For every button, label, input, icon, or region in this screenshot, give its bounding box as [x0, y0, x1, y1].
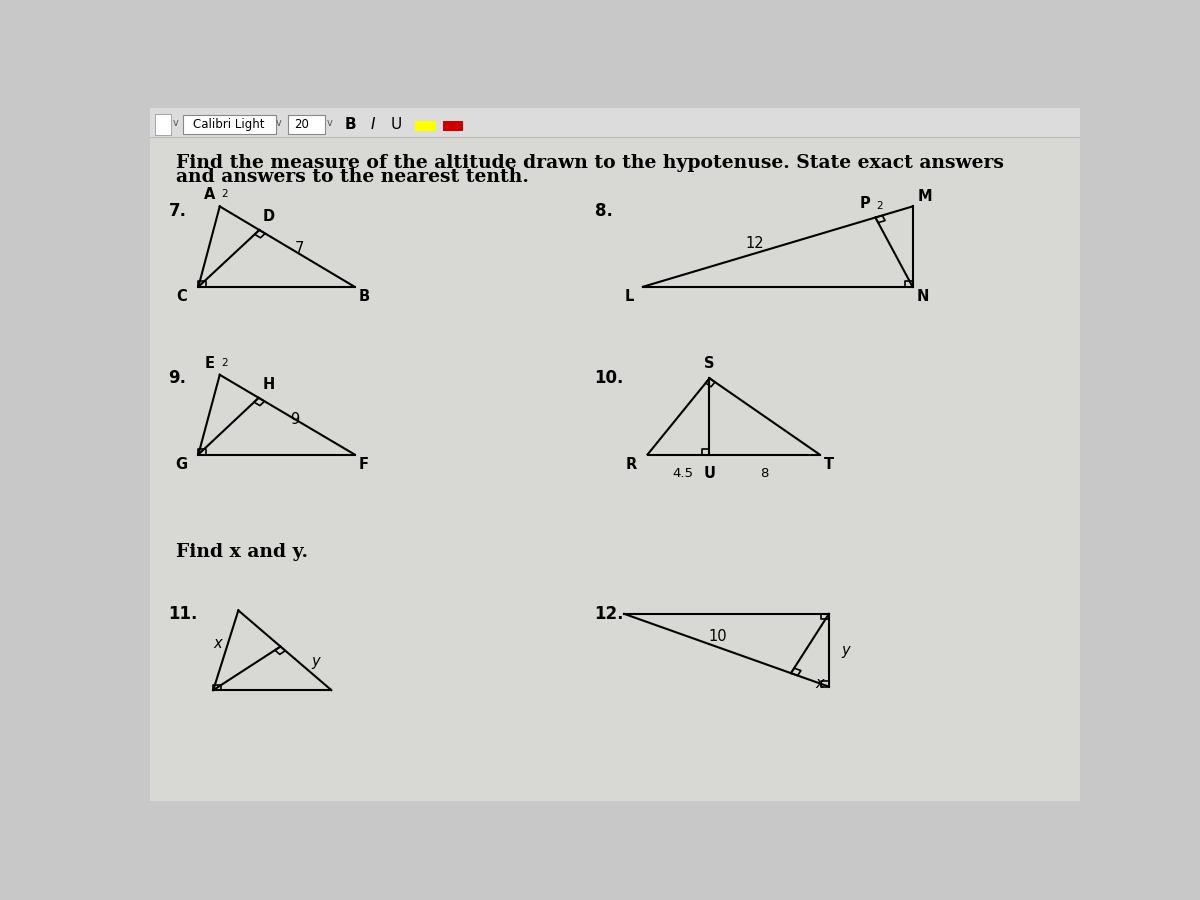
Text: R: R — [625, 456, 636, 472]
Bar — [443, 122, 463, 130]
Text: 9.: 9. — [168, 369, 187, 387]
Text: L: L — [624, 289, 634, 304]
Text: P: P — [860, 195, 871, 211]
Text: U: U — [391, 117, 402, 131]
FancyBboxPatch shape — [288, 115, 325, 134]
Text: 12: 12 — [745, 236, 764, 250]
Text: Calibri Light: Calibri Light — [193, 118, 265, 130]
Text: y: y — [841, 643, 850, 658]
Text: B: B — [359, 289, 370, 304]
Text: 9: 9 — [290, 412, 300, 427]
Text: 10: 10 — [708, 629, 727, 643]
Text: 2: 2 — [876, 201, 883, 211]
Text: 2: 2 — [222, 358, 228, 368]
Text: v: v — [173, 118, 179, 128]
Text: N: N — [917, 289, 929, 304]
Text: 8.: 8. — [594, 202, 612, 220]
Text: M: M — [917, 189, 932, 203]
Text: Find x and y.: Find x and y. — [176, 543, 308, 561]
Text: and answers to the nearest tenth.: and answers to the nearest tenth. — [176, 168, 529, 186]
Text: 11.: 11. — [168, 605, 198, 623]
Text: T: T — [824, 456, 834, 472]
Text: 2: 2 — [222, 190, 228, 200]
Text: U: U — [703, 465, 715, 481]
Text: v: v — [276, 118, 281, 128]
Text: G: G — [175, 456, 187, 472]
Text: y: y — [311, 654, 319, 669]
Text: x: x — [214, 635, 222, 651]
Text: x: x — [815, 676, 823, 691]
Bar — [415, 122, 436, 130]
Text: v: v — [326, 118, 332, 128]
Text: 4.5: 4.5 — [673, 467, 694, 480]
FancyBboxPatch shape — [182, 115, 276, 134]
Text: I: I — [371, 117, 376, 131]
Text: 10.: 10. — [594, 369, 624, 387]
Text: Find the measure of the altitude drawn to the hypotenuse. State exact answers: Find the measure of the altitude drawn t… — [176, 155, 1004, 173]
Bar — [155, 114, 172, 135]
Text: F: F — [359, 456, 368, 472]
Text: H: H — [263, 377, 275, 392]
Text: E: E — [205, 356, 215, 371]
Text: C: C — [176, 289, 187, 304]
Bar — [150, 108, 1080, 137]
Text: 20: 20 — [294, 118, 310, 130]
Text: D: D — [263, 210, 275, 224]
Text: 8: 8 — [761, 467, 769, 480]
Text: 7: 7 — [295, 241, 305, 256]
Text: A: A — [204, 187, 215, 202]
Text: 12.: 12. — [594, 605, 624, 623]
Text: B: B — [344, 117, 355, 131]
Text: 7.: 7. — [168, 202, 187, 220]
Text: S: S — [704, 356, 715, 372]
